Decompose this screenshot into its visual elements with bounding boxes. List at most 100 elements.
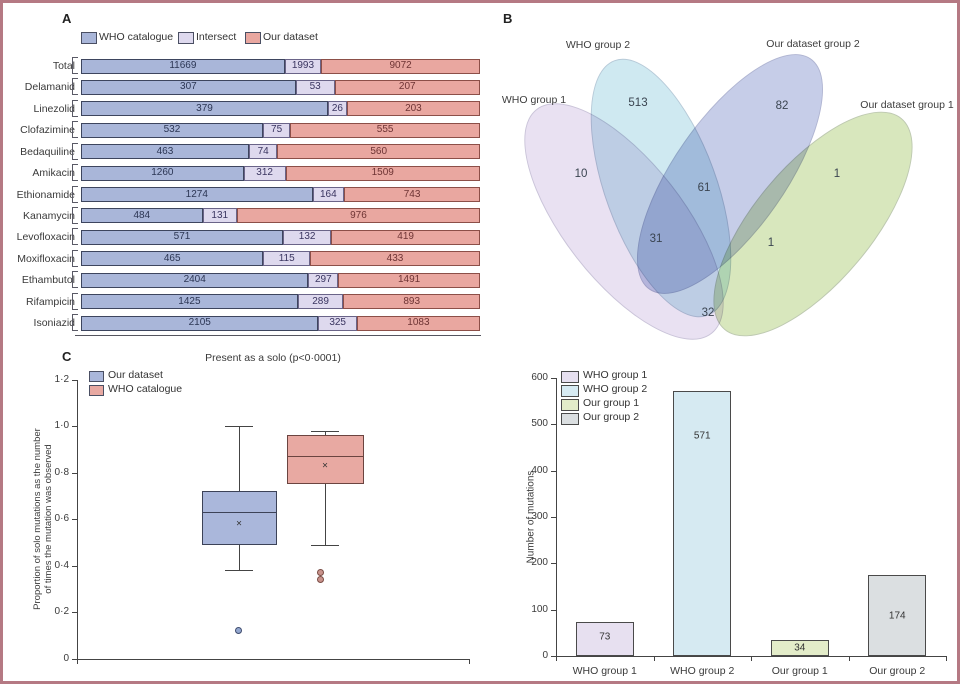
bar-segment-value: 75 [271, 124, 283, 136]
category-bracket [72, 164, 78, 182]
bar-segment-value: 2105 [188, 317, 211, 329]
venn-region-value: 31 [649, 233, 663, 245]
venn-set-label: Our dataset group 1 [860, 99, 954, 111]
category-label: Ethambutol [21, 274, 75, 287]
venn-region-value: 32 [701, 307, 715, 319]
category-label: Rifampicin [25, 295, 75, 308]
stacked-bar: 2404 297 1491 [81, 272, 480, 288]
bar-segment-value: 74 [257, 145, 269, 157]
barchart-x-tick [653, 656, 655, 661]
stacked-bar: 484 131 976 [81, 208, 481, 224]
whisker-cap-lower [311, 544, 339, 546]
legend-label: Our dataset [263, 31, 318, 43]
legend-swatch [178, 32, 194, 44]
venn-set-label: WHO group 2 [565, 39, 631, 51]
category-label: Kanamycin [23, 209, 75, 222]
outlier-point [235, 627, 242, 635]
category-bracket [72, 249, 78, 267]
bar-segment-who-catalogue: 11669 [81, 58, 285, 74]
barchart-y-tick-label: 400 [531, 464, 548, 476]
bar-segment-intersect: 1993 [284, 58, 322, 74]
bar-segment-intersect: 312 [243, 165, 286, 181]
venn-region-value: 513 [628, 97, 648, 109]
boxplot-y-tick [72, 379, 77, 381]
bar-segment-value: 463 [156, 145, 174, 157]
bar-segment-value: 297 [314, 274, 332, 286]
bar-segment-value: 893 [403, 295, 421, 307]
category-bracket [72, 99, 78, 117]
outlier-point [317, 568, 324, 576]
legend-swatch [89, 371, 104, 382]
bar-value-label: 73 [599, 631, 611, 643]
bar-segment-intersect: 115 [263, 251, 311, 267]
barchart-y-tick-label: 200 [531, 557, 548, 569]
boxplot-y-tick [72, 426, 77, 427]
barchart-y-tick-label: 100 [531, 603, 548, 615]
boxplot-y-tick-label: 0 [63, 652, 69, 664]
bar-segment-who-catalogue: 532 [81, 122, 263, 138]
stacked-bar: 307 53 207 [81, 79, 480, 95]
stacked-bar: 1425 289 893 [81, 294, 480, 310]
barchart-y-tick [551, 656, 556, 657]
mean-marker: × [236, 518, 242, 530]
whisker-upper [325, 430, 326, 436]
boxplot-y-tick-label: 1·0 [54, 420, 69, 431]
bar-segment-value: 976 [350, 209, 367, 221]
barchart-x-tick [751, 656, 752, 661]
bar-segment-value: 131 [211, 209, 229, 221]
bar-segment-intersect: 297 [308, 272, 339, 288]
bar-segment-our-dataset: 560 [277, 144, 481, 160]
bar-value-label: 174 [888, 610, 906, 622]
stacked-bar: 532 75 555 [81, 122, 480, 138]
category-bracket [72, 292, 78, 310]
median-line [286, 456, 364, 458]
barchart-x-tick-label: WHO group 2 [670, 665, 735, 677]
legend-swatch [245, 32, 261, 44]
whisker-lower [325, 484, 326, 545]
category-bracket [72, 121, 78, 139]
bar-segment-who-catalogue: 484 [81, 208, 203, 224]
box-our-dataset [201, 491, 277, 545]
boxplot-y-tick [72, 472, 77, 474]
whisker-cap-upper [225, 426, 253, 427]
whisker-upper [239, 426, 240, 492]
bar-segment-value: 465 [163, 252, 181, 264]
barchart-x-tick [946, 656, 947, 661]
boxplot-y-tick-label: 0·2 [54, 606, 69, 617]
category-label: Bedaquiline [20, 145, 75, 158]
stacked-bar: 11669 1993 9072 [81, 58, 480, 74]
venn-region-value: 1 [767, 237, 775, 249]
stacked-bar: 465 115 433 [81, 251, 480, 267]
category-bracket [72, 78, 78, 96]
boxplot-y-tick [72, 658, 77, 660]
bar-segment-intersect: 74 [248, 144, 278, 160]
category-label: Moxifloxacin [17, 252, 75, 265]
venn-region-value: 61 [697, 182, 711, 194]
bar-segment-who-catalogue: 1274 [81, 187, 313, 203]
bar-segment-value: 203 [405, 102, 422, 114]
panel-b-label: B [503, 11, 513, 26]
panel-a-x-axis-line [75, 335, 481, 336]
box-who-catalogue [286, 435, 364, 485]
category-bracket [72, 271, 78, 289]
bar-segment-who-catalogue: 571 [81, 229, 283, 245]
bar-segment-value: 289 [312, 295, 329, 307]
bar-segment-our-dataset: 1509 [285, 165, 480, 181]
bar-segment-value: 11669 [169, 60, 197, 71]
barchart-y-tick [551, 470, 556, 472]
bar-segment-intersect: 164 [312, 187, 345, 203]
stacked-bar: 379 26 203 [81, 101, 481, 117]
legend-swatch [561, 371, 579, 383]
legend-label: Our group 2 [583, 411, 640, 423]
bar-value-label: 34 [794, 642, 806, 654]
bar-segment-value: 312 [256, 167, 273, 179]
bar-segment-value: 433 [386, 252, 404, 264]
mean-marker: × [322, 460, 328, 472]
venn-region-value: 10 [574, 168, 588, 180]
bar-segment-our-dataset: 743 [344, 187, 480, 203]
bar-segment-who-catalogue: 1425 [81, 294, 298, 310]
boxplot-y-tick [72, 519, 77, 520]
barchart-x-tick [848, 656, 850, 661]
legend-label: Our dataset [108, 369, 163, 381]
legend-swatch [561, 385, 579, 397]
